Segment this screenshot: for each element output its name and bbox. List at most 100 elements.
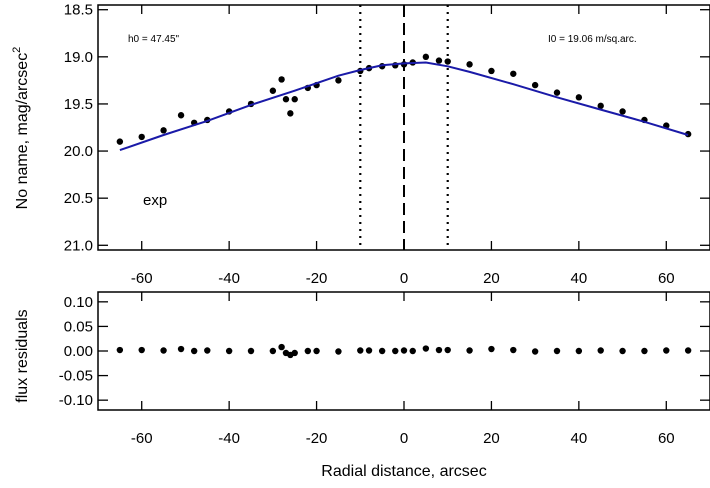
x-tick-label: 20 — [483, 430, 500, 447]
residual-point — [619, 347, 626, 355]
i0-annotation: I0 = 19.06 m/sq.arc. — [548, 34, 637, 45]
residual-point — [553, 347, 561, 355]
residual-point — [116, 346, 124, 354]
x-tick-label: 60 — [658, 430, 675, 447]
y-axis-label-superscript: 2 — [11, 47, 23, 53]
residual-point — [365, 347, 373, 354]
residual-point — [422, 345, 430, 352]
y-tick-labels: 0.10 0.05 0.00 -0.05 -0.10 — [59, 294, 93, 409]
x-tick-label: 40 — [571, 430, 588, 447]
vertical-marker-lines — [359, 5, 449, 250]
residual-point — [510, 346, 517, 354]
residual-point — [247, 347, 255, 355]
residual-point — [444, 346, 451, 354]
residual-point — [641, 347, 648, 355]
data-point — [619, 108, 626, 115]
residuals-panel: -60 -40 -20 0 20 40 60 0.100.050.00-0.05-0.10 … — [14, 291, 710, 480]
data-point — [138, 133, 145, 141]
residual-point — [190, 347, 198, 355]
axis-ticks — [98, 5, 710, 250]
y-tick-label: 19.0 — [64, 49, 93, 66]
x-tick-label: -40 — [218, 270, 240, 287]
data-point — [531, 81, 539, 89]
residual-point — [684, 347, 692, 354]
data-point — [510, 70, 517, 77]
data-point — [488, 67, 495, 75]
x-tick-label: -20 — [306, 270, 328, 287]
x-tick-label: -40 — [218, 430, 240, 447]
data-point — [575, 94, 583, 101]
x-tick-labels: -60 -40 -20 0 20 40 60 — [131, 270, 675, 287]
residual-point — [357, 347, 364, 354]
data-point — [291, 96, 298, 103]
y-tick-label: 0.05 — [64, 318, 93, 335]
data-point — [466, 61, 473, 68]
x-tick-label: 0 — [400, 430, 408, 447]
residual-point — [378, 347, 386, 355]
residual-points — [116, 343, 692, 359]
data-point — [435, 57, 443, 64]
x-tick-label: 60 — [658, 270, 675, 287]
y-tick-label: 20.0 — [64, 143, 93, 160]
x-axis-label: Radial distance, arcsec — [321, 463, 486, 480]
data-point — [269, 87, 277, 94]
y-tick-label: 0.00 — [64, 343, 93, 360]
residual-point — [663, 347, 670, 354]
plot-frame — [97, 4, 710, 251]
data-point — [335, 77, 342, 84]
y-axis-label-text: No name, mag/arcsec — [14, 53, 31, 210]
residual-point — [488, 345, 495, 353]
model-fit-line — [119, 61, 689, 152]
y-tick-labels: 18.5 19.0 19.5 20.0 20.5 21.0 — [64, 2, 93, 255]
x-tick-label: -60 — [131, 270, 153, 287]
data-point — [116, 138, 124, 145]
model-annotation: exp — [143, 192, 167, 209]
x-tick-label: 40 — [571, 270, 588, 287]
residual-point — [291, 349, 298, 357]
residual-point — [304, 347, 312, 355]
data-point — [422, 53, 430, 61]
y-tick-label: 20.5 — [64, 190, 93, 207]
residual-point — [138, 346, 145, 354]
x-tick-label: -20 — [306, 430, 328, 447]
y-axis-label: flux residuals — [14, 309, 31, 402]
y-tick-label: -0.05 — [59, 368, 93, 385]
x-tick-label: 20 — [483, 270, 500, 287]
y-tick-label: 0.10 — [64, 294, 93, 311]
x-tick-label: 0 — [400, 270, 408, 287]
x-tick-label: -60 — [131, 430, 153, 447]
residual-point — [177, 345, 185, 353]
y-tick-label: 18.5 — [64, 2, 93, 19]
residual-point — [531, 348, 539, 355]
y-axis-label: No name, mag/arcsec2 — [11, 47, 31, 210]
y-tick-label: 21.0 — [64, 237, 93, 254]
data-point — [160, 127, 167, 134]
residual-point — [466, 347, 473, 354]
data-point — [597, 102, 604, 110]
residual-point — [278, 343, 285, 351]
residual-point — [335, 348, 342, 355]
data-point — [177, 112, 185, 119]
residual-point — [597, 347, 604, 354]
data-point — [444, 58, 451, 65]
y-tick-label: -0.10 — [59, 392, 93, 409]
residual-point — [575, 347, 583, 355]
data-point — [278, 76, 285, 83]
data-point — [287, 110, 294, 117]
residual-point — [269, 347, 277, 355]
residual-point — [409, 347, 416, 355]
residual-point — [204, 347, 211, 354]
plot-frame — [97, 291, 710, 411]
h0-annotation: h0 = 47.45" — [128, 34, 180, 45]
residual-point — [225, 347, 233, 355]
profile-panel: -60 -40 -20 0 20 40 60 18.5 19.0 19.5 20.0 20.5 21.… — [11, 2, 710, 287]
data-point — [553, 89, 561, 96]
residual-point — [435, 346, 443, 354]
y-tick-label: 19.5 — [64, 96, 93, 113]
residual-point — [313, 347, 320, 355]
axis-ticks — [98, 292, 710, 410]
residual-point — [392, 347, 399, 355]
residual-point — [400, 347, 408, 354]
x-tick-labels: -60 -40 -20 0 20 40 60 — [131, 430, 675, 447]
